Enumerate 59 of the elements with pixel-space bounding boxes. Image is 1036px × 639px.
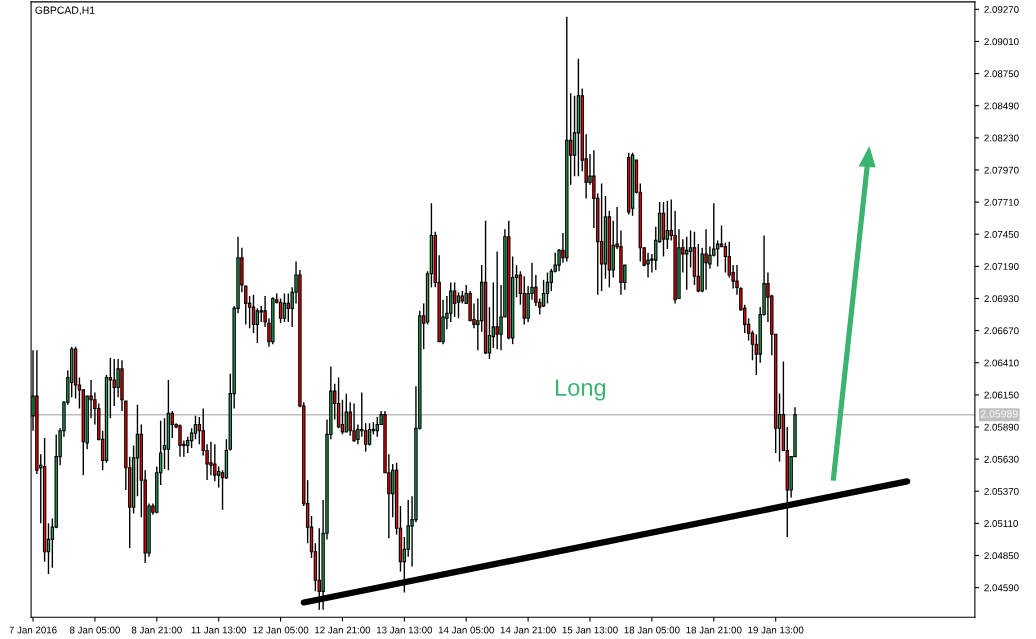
candlestick: [340, 399, 345, 436]
x-tick-label: 13 Jan 13:00: [376, 626, 433, 634]
y-tick-label: 2.04850: [984, 552, 1019, 560]
y-tick-label: 2.06930: [984, 295, 1019, 303]
x-tick-label: 18 Jan 21:00: [686, 626, 742, 634]
y-tick-label: 2.07450: [984, 230, 1019, 238]
candlestick: [665, 200, 670, 250]
candlestick: [363, 422, 368, 453]
candlestick: [162, 417, 167, 470]
candlestick: [352, 402, 356, 443]
chart-title: GBPCAD,H1: [35, 6, 95, 16]
x-tick-label: 11 Jan 13:00: [191, 626, 247, 634]
candlestick: [375, 416, 379, 438]
y-tick-label: 2.05110: [984, 520, 1018, 527]
candlestick: [456, 291, 461, 319]
candlestick: [344, 392, 349, 433]
x-tick-label: 14 Jan 21:00: [500, 626, 556, 634]
candlestick: [178, 423, 182, 458]
candlestick: [599, 182, 604, 292]
candlestick: [684, 235, 689, 291]
candlestick: [336, 376, 341, 429]
y-tick-label: 2.07190: [984, 263, 1019, 270]
y-tick-label: 2.07710: [984, 198, 1019, 206]
x-tick-label: 19 Jan 13:00: [748, 626, 804, 634]
y-tick-label: 2.06150: [984, 391, 1019, 399]
x-tick-label: 8 Jan 05:00: [69, 626, 120, 634]
candlestick: [704, 228, 708, 291]
candlestick: [572, 95, 577, 177]
y-tick-label: 2.05890: [984, 423, 1019, 431]
y-tick-label: 2.08490: [984, 102, 1019, 110]
candlestick: [286, 292, 291, 323]
candlestick: [367, 422, 372, 447]
x-tick-label: 8 Jan 21:00: [131, 626, 182, 634]
x-tick-label: 12 Jan 21:00: [315, 626, 371, 634]
x-tick-label: 18 Jan 05:00: [624, 626, 680, 634]
x-tick-label: 7 Jan 2016: [9, 626, 57, 634]
candlestick: [715, 239, 720, 268]
candlestick: [216, 465, 221, 489]
y-tick-label: 2.08230: [984, 134, 1019, 142]
y-tick-label: 2.09270: [984, 6, 1019, 13]
ref-line-label: 2.05989: [980, 410, 1018, 418]
x-tick-label: 15 Jan 13:00: [562, 626, 618, 634]
candlestick: [452, 281, 457, 318]
candlestick: [251, 294, 256, 334]
y-tick-label: 2.07970: [984, 166, 1019, 174]
x-tick-label: 12 Jan 05:00: [253, 626, 309, 634]
y-tick-label: 2.05630: [984, 455, 1019, 463]
y-tick-label: 2.09010: [984, 38, 1019, 46]
y-tick-label: 2.05370: [984, 487, 1019, 495]
annotation: Long: [556, 379, 606, 401]
candlestick: [495, 250, 499, 350]
candlestick: [282, 292, 287, 323]
candlestick: [193, 415, 198, 441]
y-tick-label: 2.08750: [984, 70, 1019, 78]
y-tick-label: 2.04590: [984, 584, 1019, 592]
y-tick-label: 2.06670: [984, 327, 1019, 335]
x-tick-label: 14 Jan 05:00: [438, 626, 494, 634]
y-tick-label: 2.06410: [984, 359, 1019, 367]
candlestick: [541, 279, 546, 308]
